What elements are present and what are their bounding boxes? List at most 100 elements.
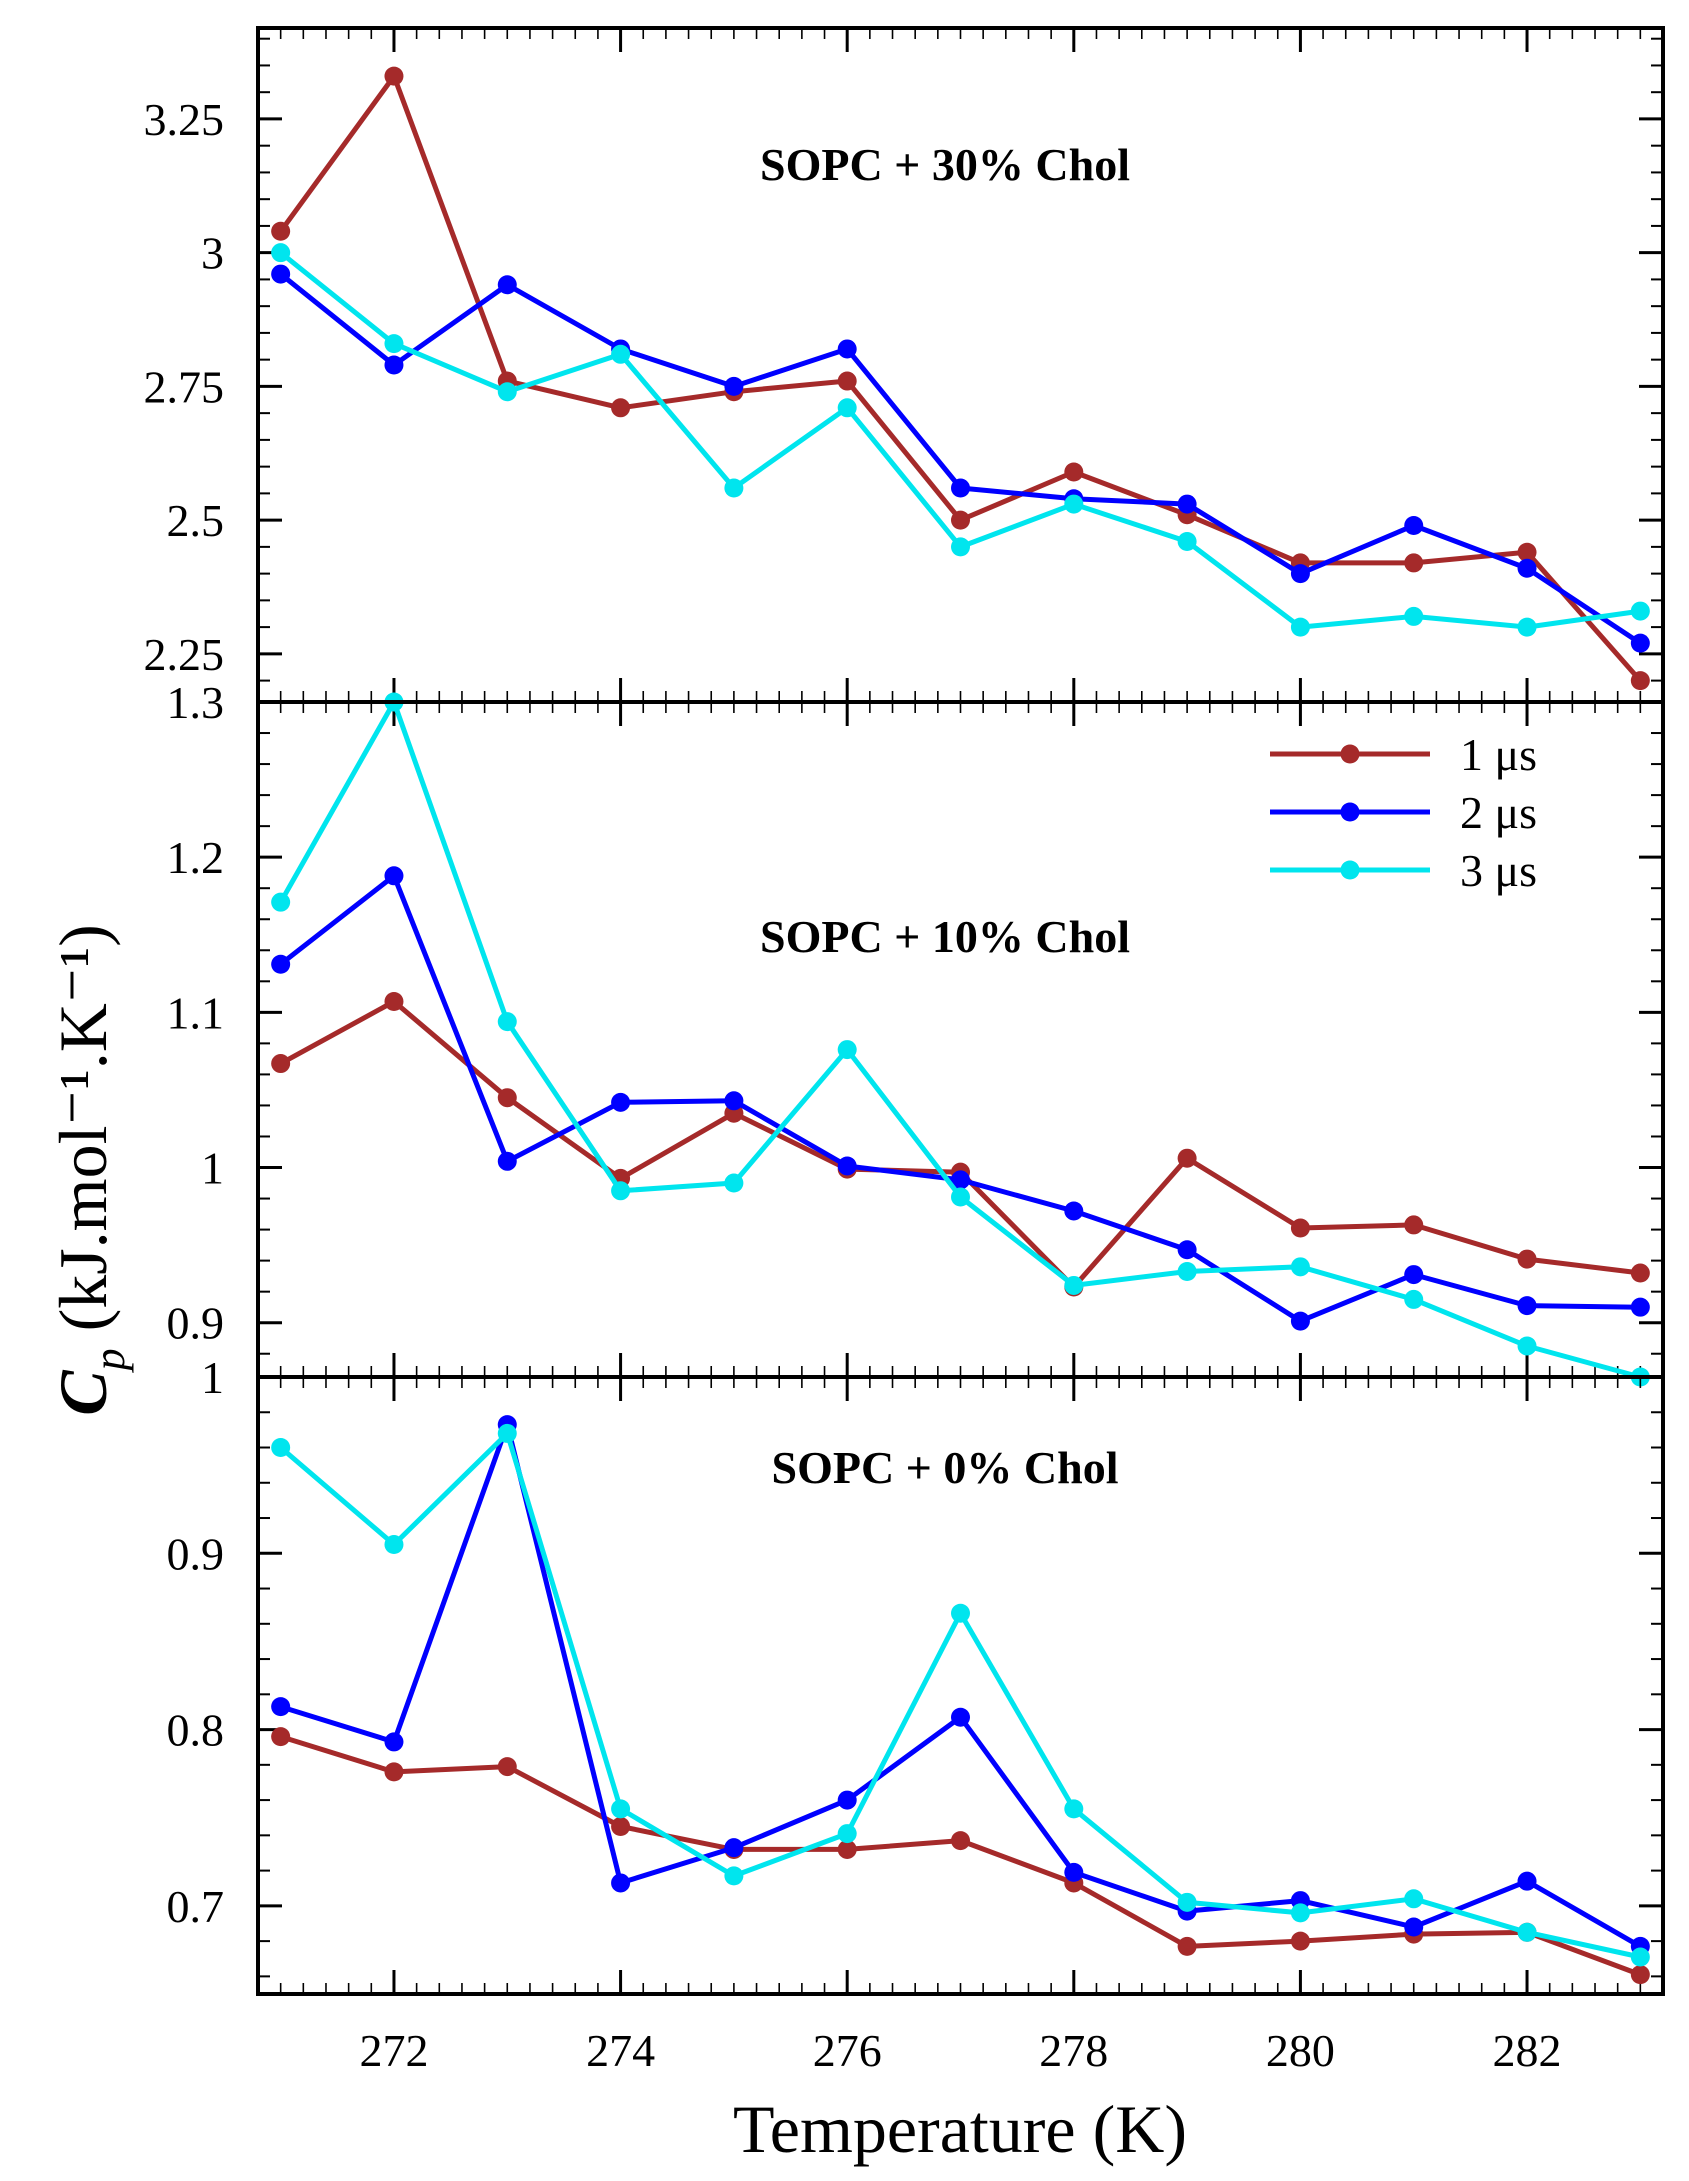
- data-point: [951, 1603, 970, 1623]
- data-point: [951, 1831, 970, 1851]
- series-1-s: [271, 66, 1650, 691]
- data-point: [1404, 1889, 1424, 1909]
- data-point: [384, 1732, 404, 1752]
- data-point: [1177, 1240, 1197, 1260]
- series-line: [278, 699, 1641, 1380]
- data-point: [724, 1173, 744, 1193]
- series-3-s: [271, 1423, 1650, 1967]
- data-point: [384, 866, 404, 886]
- data-point: [611, 344, 631, 364]
- y-tick-label: 1: [201, 1352, 224, 1403]
- data-point: [497, 275, 517, 295]
- data-point: [384, 334, 404, 354]
- data-point: [1517, 1871, 1537, 1891]
- data-point: [837, 339, 857, 359]
- y-tick-label: 3: [201, 228, 224, 279]
- legend-item-3-s: 3 μs: [1270, 845, 1537, 896]
- data-point: [1404, 1289, 1424, 1309]
- data-point: [271, 243, 291, 263]
- y-tick-label: 1.1: [167, 987, 225, 1038]
- legend-label: 1 μs: [1460, 729, 1537, 780]
- data-point: [1290, 1903, 1310, 1923]
- data-point: [1630, 1947, 1650, 1967]
- data-point: [1404, 1215, 1424, 1235]
- panel-sopc-0-chol: 0.7 0.8 0.9 1 SOPC + 0% Chol: [167, 1352, 1665, 1996]
- data-point: [271, 221, 291, 241]
- panel-frame: [256, 26, 1665, 704]
- data-point: [1630, 1965, 1650, 1985]
- data-point: [837, 1790, 857, 1810]
- data-point: [611, 1092, 631, 1112]
- data-point: [384, 1534, 404, 1554]
- data-point: [724, 478, 744, 498]
- x-tick-labels: 272 274 276 278 280 282: [359, 2025, 1561, 2076]
- data-point: [384, 66, 404, 86]
- data-point: [611, 1817, 631, 1837]
- data-point: [1517, 1296, 1537, 1316]
- data-point: [1064, 1275, 1084, 1295]
- y-tick-label: 1.3: [167, 677, 225, 728]
- data-point: [951, 510, 970, 530]
- y-tick-label: 1.2: [167, 832, 225, 883]
- data-point: [1290, 617, 1310, 637]
- data-point: [384, 355, 404, 375]
- data-point: [1064, 1201, 1084, 1221]
- data-point: [611, 1181, 631, 1201]
- data-point: [271, 1438, 291, 1458]
- series-1-s: [271, 1727, 1650, 1985]
- x-tick-label: 276: [813, 2025, 882, 2076]
- data-point: [1517, 1922, 1537, 1942]
- data-point: [724, 1838, 744, 1858]
- series-line: [279, 999, 1641, 1290]
- data-point: [1290, 1311, 1310, 1331]
- data-point: [1290, 1931, 1310, 1951]
- data-point: [384, 1762, 404, 1782]
- series-2-s: [271, 264, 1650, 653]
- data-point: [837, 398, 857, 418]
- data-point: [384, 991, 404, 1011]
- panel-sopc-10-chol: 0.9 1 1.1 1.2 1.3 SOPC + 10% Chol: [167, 677, 1665, 1387]
- data-point: [1404, 1265, 1424, 1285]
- series-2-s: [271, 866, 1650, 1331]
- x-tick-label: 272: [359, 2025, 428, 2076]
- data-point: [611, 1873, 631, 1893]
- y-tick-label: 2.75: [144, 361, 225, 412]
- legend-label: 3 μs: [1460, 845, 1537, 896]
- data-point: [951, 1707, 970, 1727]
- panel-title: SOPC + 10% Chol: [760, 911, 1130, 962]
- series-line: [279, 272, 1642, 646]
- data-point: [497, 1088, 517, 1108]
- y-tick-label: 2.25: [144, 629, 225, 680]
- data-point: [837, 1040, 857, 1060]
- y-tick-label: 3.25: [144, 94, 225, 145]
- x-tick-label: 280: [1266, 2025, 1335, 2076]
- data-point: [951, 478, 970, 498]
- data-point: [497, 1423, 517, 1443]
- series-3-s: [271, 243, 1650, 637]
- series-2-s: [271, 1415, 1650, 1956]
- data-point: [951, 537, 970, 557]
- data-point: [1630, 671, 1650, 691]
- data-point: [1630, 601, 1650, 621]
- data-point: [1064, 1862, 1084, 1882]
- data-point: [271, 1727, 291, 1747]
- data-point: [271, 954, 291, 974]
- panel-frame: [256, 1375, 1665, 1996]
- data-point: [837, 1156, 857, 1176]
- data-point: [1404, 1917, 1424, 1937]
- y-axis-title: Cp (kJ.mol⁻¹.K⁻¹): [45, 924, 134, 1416]
- data-point: [1517, 1249, 1537, 1269]
- data-point: [1517, 617, 1537, 637]
- data-point: [1517, 558, 1537, 578]
- y-tick-label: 1: [201, 1143, 224, 1194]
- data-point: [497, 1757, 517, 1777]
- data-point: [1404, 606, 1424, 626]
- data-point: [1064, 494, 1084, 514]
- data-point: [1517, 1336, 1537, 1356]
- data-point: [271, 1697, 291, 1717]
- data-point: [1517, 542, 1537, 562]
- svg-text:Cp (kJ.mol⁻¹.K⁻¹): Cp (kJ.mol⁻¹.K⁻¹): [45, 924, 134, 1416]
- legend-item-2-s: 2 μs: [1270, 787, 1537, 838]
- data-point: [724, 376, 744, 396]
